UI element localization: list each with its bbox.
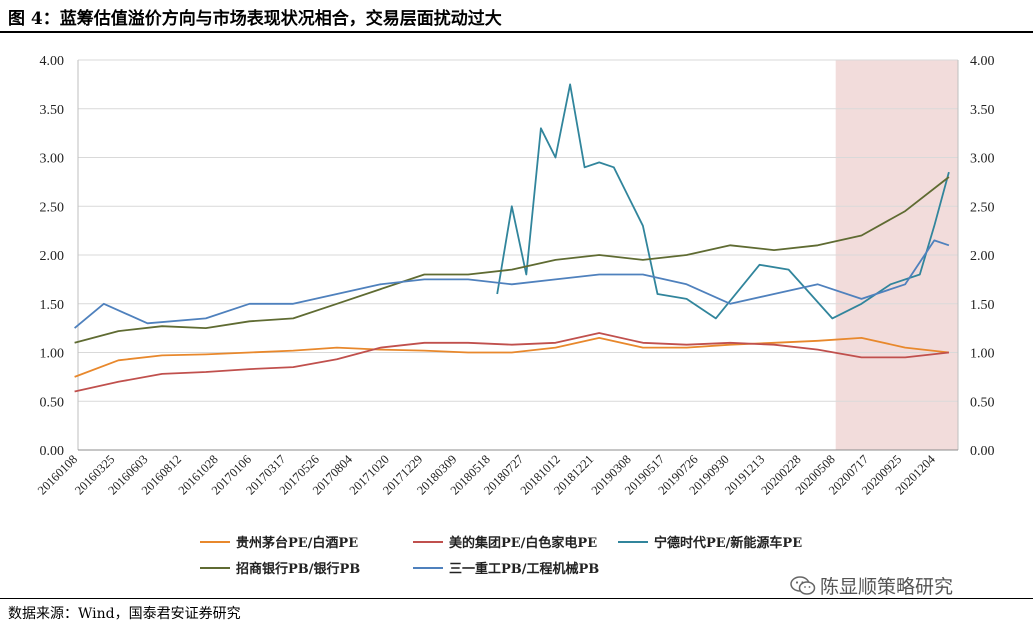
y-tick-label: 3.00 bbox=[40, 152, 65, 167]
y-tick-label: 4.00 bbox=[40, 54, 65, 69]
y2-tick-label: 2.00 bbox=[970, 249, 995, 264]
y-tick-label: 3.50 bbox=[40, 103, 65, 118]
chart: 0.00 0.00 0.50 0.50 1.00 1.00 1.50 1.50 2.00 2.00… bbox=[35, 54, 995, 577]
gridlines bbox=[78, 59, 958, 402]
y-tick-label: 1.50 bbox=[40, 298, 65, 313]
source-note: 数据来源：Wind，国泰君安证券研究 bbox=[8, 606, 241, 622]
legend-entry: 招商银行PB/银行PB bbox=[236, 561, 360, 577]
legend-entry: 贵州茅台PE/白酒PE bbox=[236, 535, 358, 551]
figure-title: 图 4：蓝筹估值溢价方向与市场表现状况相合，交易层面扰动过大 bbox=[8, 9, 502, 29]
y-tick-label: 2.50 bbox=[40, 200, 65, 215]
watermark-text: 陈显顺策略研究 bbox=[820, 576, 954, 598]
bottom-rule bbox=[0, 598, 1033, 599]
series-lines bbox=[74, 83, 950, 393]
y-tick-label: 2.00 bbox=[40, 249, 65, 264]
legend-entry: 美的集团PE/白色家电PE bbox=[449, 535, 597, 551]
y2-tick-label: 3.00 bbox=[970, 152, 995, 167]
y2-tick-label: 1.50 bbox=[970, 298, 995, 313]
y2-tick-label: 3.50 bbox=[970, 103, 995, 118]
y2-tick-label: 0.00 bbox=[970, 444, 995, 459]
watermark: 陈显顺策略研究 bbox=[790, 572, 953, 599]
y-tick-label: 0.50 bbox=[40, 395, 65, 410]
y-tick-label: 1.00 bbox=[40, 347, 65, 362]
y2-tick-label: 4.00 bbox=[970, 54, 995, 69]
y-tick-label: 0.00 bbox=[40, 444, 65, 459]
x-tick-label: 20160108 bbox=[35, 452, 80, 497]
legend-entry: 宁德时代PE/新能源车PE bbox=[654, 535, 802, 551]
wechat-icon bbox=[790, 575, 816, 595]
y2-tick-label: 2.50 bbox=[970, 200, 995, 215]
legend-entry: 三一重工PB/工程机械PB bbox=[449, 561, 599, 577]
series-line bbox=[74, 337, 950, 378]
y2-tick-label: 0.50 bbox=[970, 395, 995, 410]
legend: 贵州茅台PE/白酒PE 美的集团PE/白色家电PE 宁德时代PE/新能源车PE 招商银… bbox=[200, 535, 802, 577]
y2-tick-label: 1.00 bbox=[970, 347, 995, 362]
top-rule bbox=[0, 31, 1033, 33]
series-line bbox=[74, 176, 950, 344]
series-line bbox=[74, 332, 950, 393]
series-line bbox=[74, 239, 950, 329]
